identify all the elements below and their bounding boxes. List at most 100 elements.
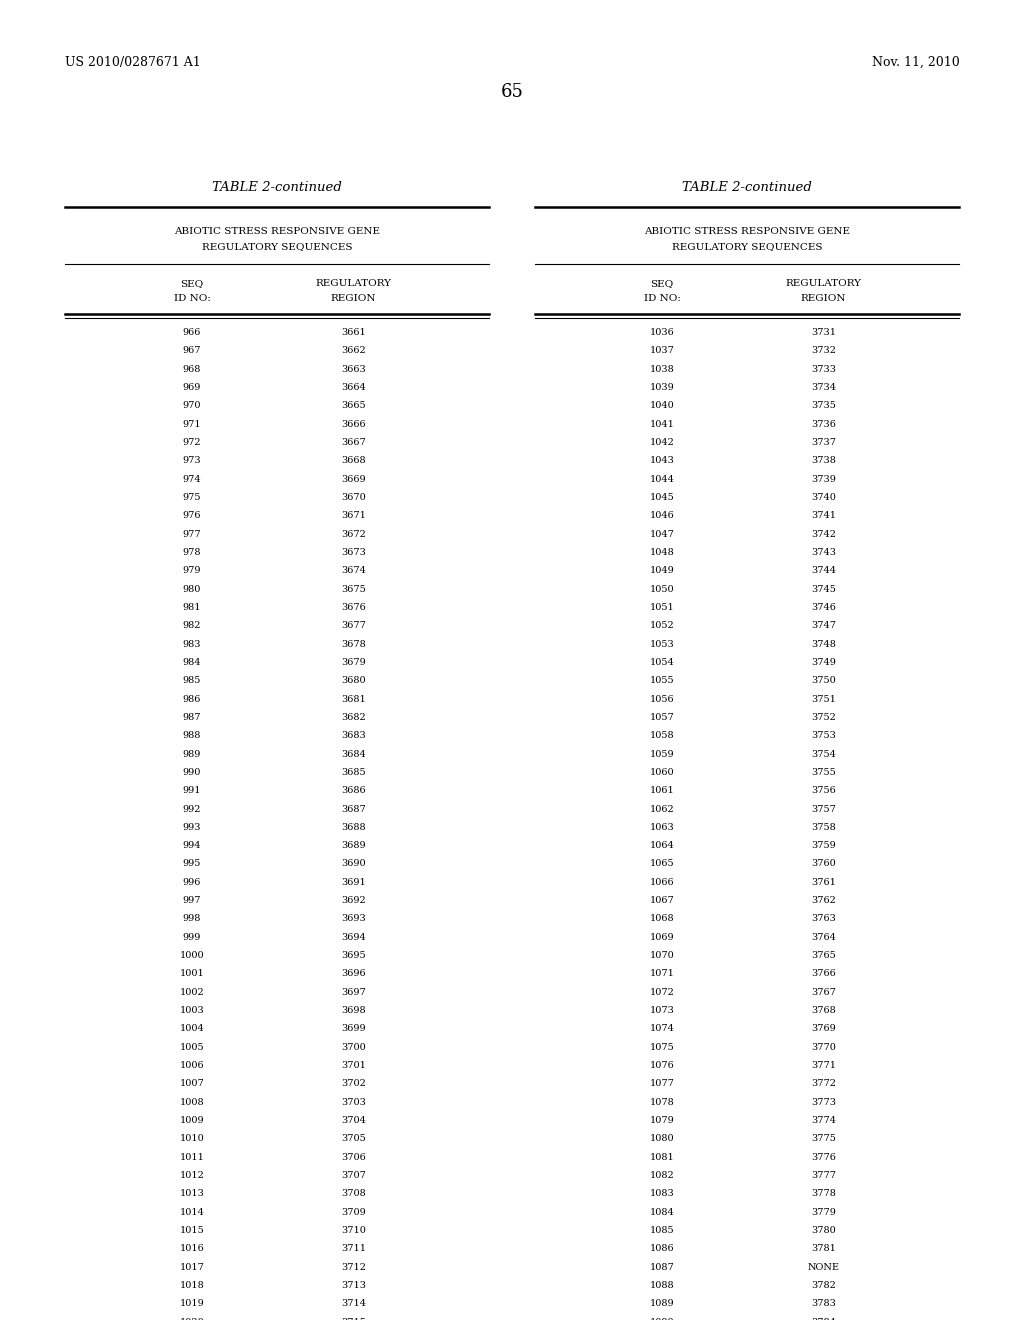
Text: 3683: 3683 bbox=[341, 731, 366, 741]
Text: 3704: 3704 bbox=[341, 1115, 366, 1125]
Text: 1065: 1065 bbox=[649, 859, 675, 869]
Text: 1071: 1071 bbox=[649, 969, 675, 978]
Text: 1051: 1051 bbox=[649, 603, 675, 612]
Text: 1058: 1058 bbox=[649, 731, 675, 741]
Text: 1052: 1052 bbox=[649, 622, 675, 630]
Text: 3782: 3782 bbox=[811, 1280, 836, 1290]
Text: 3774: 3774 bbox=[811, 1115, 836, 1125]
Text: 3677: 3677 bbox=[341, 622, 366, 630]
Text: ID NO:: ID NO: bbox=[643, 294, 681, 302]
Text: 1088: 1088 bbox=[649, 1280, 675, 1290]
Text: 1089: 1089 bbox=[649, 1299, 675, 1308]
Text: 1050: 1050 bbox=[649, 585, 675, 594]
Text: 3758: 3758 bbox=[811, 822, 836, 832]
Text: 3696: 3696 bbox=[341, 969, 366, 978]
Text: 3701: 3701 bbox=[341, 1061, 366, 1071]
Text: 3712: 3712 bbox=[341, 1262, 366, 1271]
Text: 1067: 1067 bbox=[649, 896, 675, 906]
Text: 3772: 3772 bbox=[811, 1080, 836, 1088]
Text: 3672: 3672 bbox=[341, 529, 366, 539]
Text: 982: 982 bbox=[182, 622, 202, 630]
Text: 3783: 3783 bbox=[811, 1299, 836, 1308]
Text: 3674: 3674 bbox=[341, 566, 366, 576]
Text: 3692: 3692 bbox=[341, 896, 366, 906]
Text: 3668: 3668 bbox=[341, 457, 366, 466]
Text: 1045: 1045 bbox=[649, 494, 675, 502]
Text: 1038: 1038 bbox=[649, 364, 675, 374]
Text: 3781: 3781 bbox=[811, 1245, 836, 1253]
Text: 3699: 3699 bbox=[341, 1024, 366, 1034]
Text: 3773: 3773 bbox=[811, 1098, 836, 1106]
Text: TABLE 2-continued: TABLE 2-continued bbox=[682, 181, 812, 194]
Text: 989: 989 bbox=[183, 750, 201, 759]
Text: 1086: 1086 bbox=[649, 1245, 675, 1253]
Text: REGULATORY SEQUENCES: REGULATORY SEQUENCES bbox=[672, 243, 822, 251]
Text: 1043: 1043 bbox=[649, 457, 675, 466]
Text: 3742: 3742 bbox=[811, 529, 836, 539]
Text: 1061: 1061 bbox=[649, 787, 675, 795]
Text: 3750: 3750 bbox=[811, 676, 836, 685]
Text: 1018: 1018 bbox=[179, 1280, 205, 1290]
Text: 3768: 3768 bbox=[811, 1006, 836, 1015]
Text: US 2010/0287671 A1: US 2010/0287671 A1 bbox=[65, 55, 201, 69]
Text: 3703: 3703 bbox=[341, 1098, 366, 1106]
Text: 3760: 3760 bbox=[811, 859, 836, 869]
Text: 974: 974 bbox=[182, 475, 202, 483]
Text: 3695: 3695 bbox=[341, 952, 366, 960]
Text: 3743: 3743 bbox=[811, 548, 836, 557]
Text: 1047: 1047 bbox=[649, 529, 675, 539]
Text: 3752: 3752 bbox=[811, 713, 836, 722]
Text: 3784: 3784 bbox=[811, 1317, 836, 1320]
Text: 3662: 3662 bbox=[341, 346, 366, 355]
Text: 1059: 1059 bbox=[649, 750, 675, 759]
Text: 3749: 3749 bbox=[811, 657, 836, 667]
Text: 996: 996 bbox=[183, 878, 201, 887]
Text: 3755: 3755 bbox=[811, 768, 836, 777]
Text: 3761: 3761 bbox=[811, 878, 836, 887]
Text: 983: 983 bbox=[182, 640, 202, 648]
Text: 3707: 3707 bbox=[341, 1171, 366, 1180]
Text: 3713: 3713 bbox=[341, 1280, 366, 1290]
Text: 1037: 1037 bbox=[649, 346, 675, 355]
Text: 3676: 3676 bbox=[341, 603, 366, 612]
Text: 3747: 3747 bbox=[811, 622, 836, 630]
Text: 1069: 1069 bbox=[649, 933, 675, 941]
Text: 1078: 1078 bbox=[649, 1098, 675, 1106]
Text: 3748: 3748 bbox=[811, 640, 836, 648]
Text: 1087: 1087 bbox=[649, 1262, 675, 1271]
Text: 3693: 3693 bbox=[341, 915, 366, 924]
Text: 981: 981 bbox=[182, 603, 202, 612]
Text: 1076: 1076 bbox=[649, 1061, 675, 1071]
Text: 1001: 1001 bbox=[179, 969, 205, 978]
Text: 1002: 1002 bbox=[179, 987, 205, 997]
Text: 1014: 1014 bbox=[179, 1208, 205, 1217]
Text: 65: 65 bbox=[501, 83, 523, 102]
Text: 1042: 1042 bbox=[649, 438, 675, 447]
Text: 3740: 3740 bbox=[811, 494, 836, 502]
Text: 1079: 1079 bbox=[649, 1115, 675, 1125]
Text: 3738: 3738 bbox=[811, 457, 836, 466]
Text: ABIOTIC STRESS RESPONSIVE GENE: ABIOTIC STRESS RESPONSIVE GENE bbox=[644, 227, 850, 235]
Text: 3706: 3706 bbox=[341, 1152, 366, 1162]
Text: 1019: 1019 bbox=[179, 1299, 205, 1308]
Text: 977: 977 bbox=[182, 529, 202, 539]
Text: 3669: 3669 bbox=[341, 475, 366, 483]
Text: 975: 975 bbox=[182, 494, 202, 502]
Text: 3736: 3736 bbox=[811, 420, 836, 429]
Text: 1084: 1084 bbox=[649, 1208, 675, 1217]
Text: 999: 999 bbox=[183, 933, 201, 941]
Text: 1062: 1062 bbox=[649, 804, 675, 813]
Text: 1000: 1000 bbox=[179, 952, 205, 960]
Text: 3690: 3690 bbox=[341, 859, 366, 869]
Text: 3771: 3771 bbox=[811, 1061, 836, 1071]
Text: 3780: 3780 bbox=[811, 1226, 836, 1236]
Text: 3711: 3711 bbox=[341, 1245, 366, 1253]
Text: 1036: 1036 bbox=[649, 329, 675, 337]
Text: 1048: 1048 bbox=[649, 548, 675, 557]
Text: 1044: 1044 bbox=[649, 475, 675, 483]
Text: 985: 985 bbox=[183, 676, 201, 685]
Text: 3686: 3686 bbox=[341, 787, 366, 795]
Text: REGULATORY SEQUENCES: REGULATORY SEQUENCES bbox=[202, 243, 352, 251]
Text: 3744: 3744 bbox=[811, 566, 836, 576]
Text: 1004: 1004 bbox=[179, 1024, 205, 1034]
